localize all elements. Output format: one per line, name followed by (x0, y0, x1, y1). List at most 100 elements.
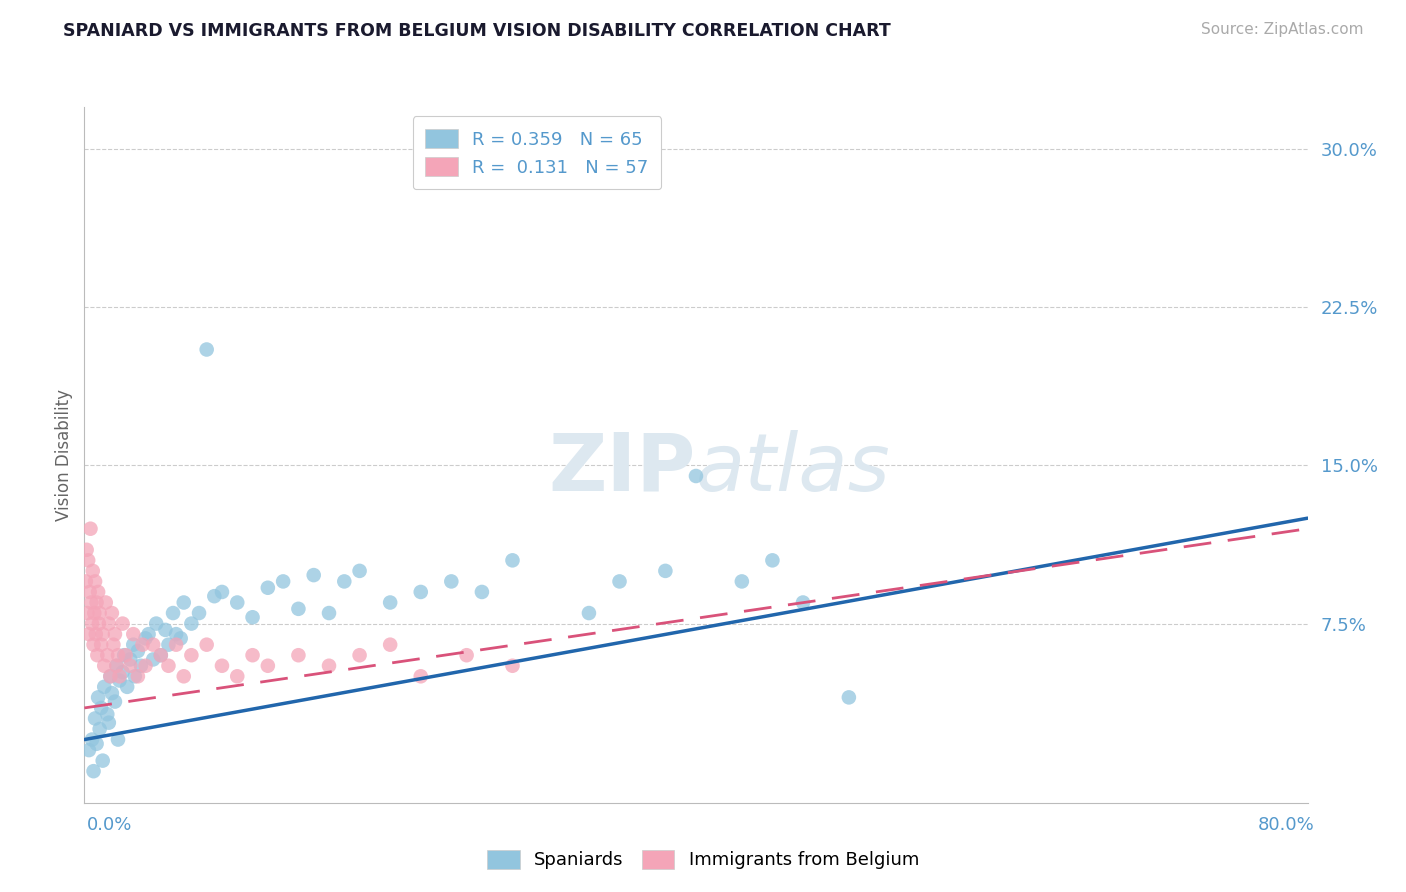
Point (103, 638, 125, 652)
Y-axis label: Vision Disability: Vision Disability (55, 389, 73, 521)
Text: SPANIARD VS IMMIGRANTS FROM BELGIUM VISION DISABILITY CORRELATION CHART: SPANIARD VS IMMIGRANTS FROM BELGIUM VISI… (63, 22, 891, 40)
Point (79, 585, 101, 599)
Point (112, 648, 135, 663)
Text: 80.0%: 80.0% (1258, 816, 1315, 834)
Point (226, 669, 249, 683)
Point (145, 616, 167, 631)
Point (104, 695, 127, 709)
Point (107, 648, 129, 663)
Point (77, 553, 100, 567)
Point (135, 658, 157, 673)
Point (75, 574, 97, 589)
Point (501, 553, 523, 567)
Point (76, 542, 98, 557)
Point (180, 648, 202, 663)
Point (531, 174, 554, 188)
Point (349, 648, 371, 663)
Point (124, 669, 146, 683)
Point (287, 602, 309, 616)
Point (685, 469, 707, 483)
Point (131, 638, 153, 652)
Point (792, 595, 814, 609)
Point (98, 669, 121, 683)
Point (257, 581, 280, 595)
Point (149, 648, 172, 663)
Point (142, 652, 165, 666)
Point (91, 754, 114, 768)
Point (84, 711, 107, 725)
Point (349, 564, 371, 578)
Point (654, 564, 676, 578)
Point (93, 658, 115, 673)
Point (318, 658, 340, 673)
Point (180, 616, 202, 631)
Point (108, 669, 131, 683)
Text: Source: ZipAtlas.com: Source: ZipAtlas.com (1201, 22, 1364, 37)
Point (287, 648, 309, 663)
Point (98, 669, 121, 683)
Point (82, 564, 104, 578)
Point (77, 743, 100, 757)
Point (380, 638, 402, 652)
Point (162, 606, 184, 620)
Point (89, 606, 111, 620)
Point (86, 737, 108, 751)
Point (127, 669, 149, 683)
Point (107, 732, 129, 747)
Point (122, 638, 145, 652)
Point (77, 627, 100, 641)
Point (91, 627, 114, 641)
Point (80, 616, 103, 631)
Point (89, 722, 111, 736)
Point (170, 632, 193, 646)
Point (97, 616, 120, 631)
Point (731, 574, 754, 589)
Point (257, 658, 280, 673)
Legend: R = 0.359   N = 65, R =  0.131   N = 57: R = 0.359 N = 65, R = 0.131 N = 57 (413, 116, 661, 189)
Point (127, 644, 149, 658)
Point (79, 522, 101, 536)
Point (333, 574, 356, 589)
Point (80, 732, 103, 747)
Point (578, 606, 600, 620)
Point (97, 715, 120, 730)
Point (226, 595, 249, 609)
Point (111, 665, 134, 679)
Point (195, 638, 218, 652)
Point (93, 680, 115, 694)
Point (90, 638, 112, 652)
Point (242, 648, 264, 663)
Point (211, 658, 233, 673)
Point (114, 648, 136, 663)
Point (84, 627, 107, 641)
Text: ZIP: ZIP (548, 430, 696, 508)
Point (380, 595, 402, 609)
Point (456, 648, 478, 663)
Point (104, 627, 127, 641)
Point (80, 595, 103, 609)
Point (135, 632, 157, 646)
Point (195, 343, 218, 357)
Point (409, 669, 432, 683)
Point (501, 658, 523, 673)
Point (129, 658, 152, 673)
Point (87, 690, 110, 705)
Point (86, 595, 108, 609)
Point (94, 595, 117, 609)
Point (120, 658, 142, 673)
Point (96, 707, 118, 722)
Text: atlas: atlas (696, 430, 891, 508)
Point (188, 606, 211, 620)
Point (83, 606, 105, 620)
Point (96, 648, 118, 663)
Point (761, 553, 783, 567)
Point (609, 574, 631, 589)
Point (87, 585, 110, 599)
Point (142, 638, 165, 652)
Point (202, 589, 225, 603)
Point (76, 606, 98, 620)
Point (86, 648, 108, 663)
Point (173, 595, 195, 609)
Point (105, 658, 128, 673)
Point (122, 627, 145, 641)
